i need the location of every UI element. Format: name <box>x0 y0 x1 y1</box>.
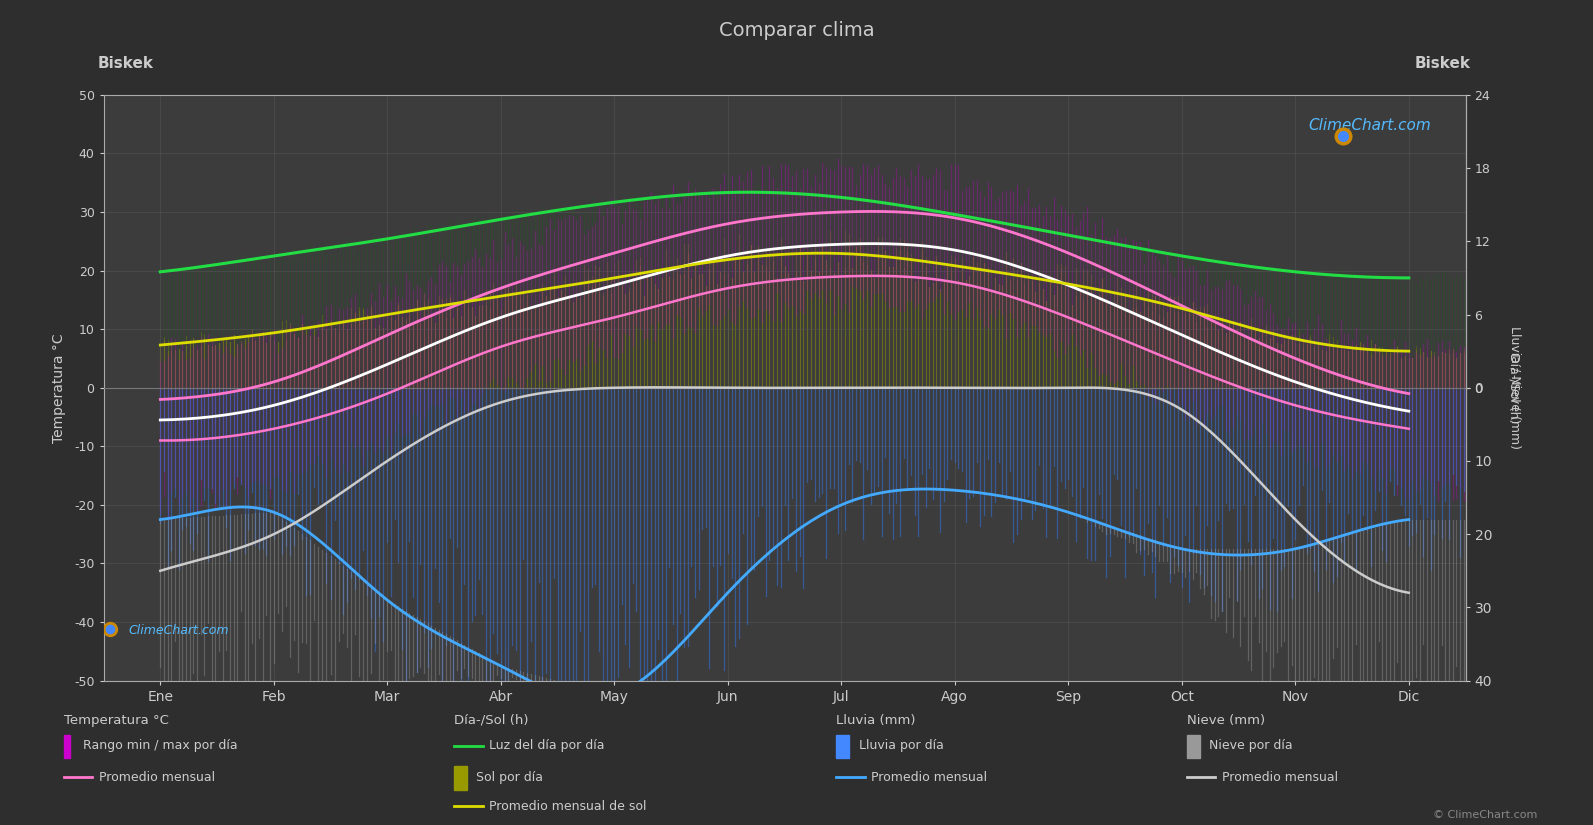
Y-axis label: Temperatura °C: Temperatura °C <box>51 333 65 442</box>
Text: Biskek: Biskek <box>99 56 155 72</box>
Text: Promedio mensual de sol: Promedio mensual de sol <box>489 799 647 813</box>
Y-axis label: Día-/Sol (h): Día-/Sol (h) <box>1507 352 1520 423</box>
Text: ClimeChart.com: ClimeChart.com <box>1309 118 1432 134</box>
Text: Promedio mensual: Promedio mensual <box>1222 771 1338 784</box>
Text: Lluvia (mm): Lluvia (mm) <box>836 714 916 727</box>
Text: Nieve (mm): Nieve (mm) <box>1187 714 1265 727</box>
Text: Comparar clima: Comparar clima <box>718 21 875 40</box>
Text: Biskek: Biskek <box>1415 56 1470 72</box>
Text: ClimeChart.com: ClimeChart.com <box>127 624 228 637</box>
Text: Promedio mensual: Promedio mensual <box>99 771 215 784</box>
Text: Día-/Sol (h): Día-/Sol (h) <box>454 714 529 727</box>
Text: Promedio mensual: Promedio mensual <box>871 771 988 784</box>
Text: © ClimeChart.com: © ClimeChart.com <box>1432 810 1537 820</box>
Text: Nieve por día: Nieve por día <box>1209 739 1292 752</box>
Text: Rango min / max por día: Rango min / max por día <box>83 739 237 752</box>
Text: Luz del día por día: Luz del día por día <box>489 739 605 752</box>
Text: Lluvia por día: Lluvia por día <box>859 739 943 752</box>
Text: Temperatura °C: Temperatura °C <box>64 714 169 727</box>
Text: Sol por día: Sol por día <box>476 771 543 784</box>
Y-axis label: Lluvia / Nieve (mm): Lluvia / Nieve (mm) <box>1509 326 1521 450</box>
